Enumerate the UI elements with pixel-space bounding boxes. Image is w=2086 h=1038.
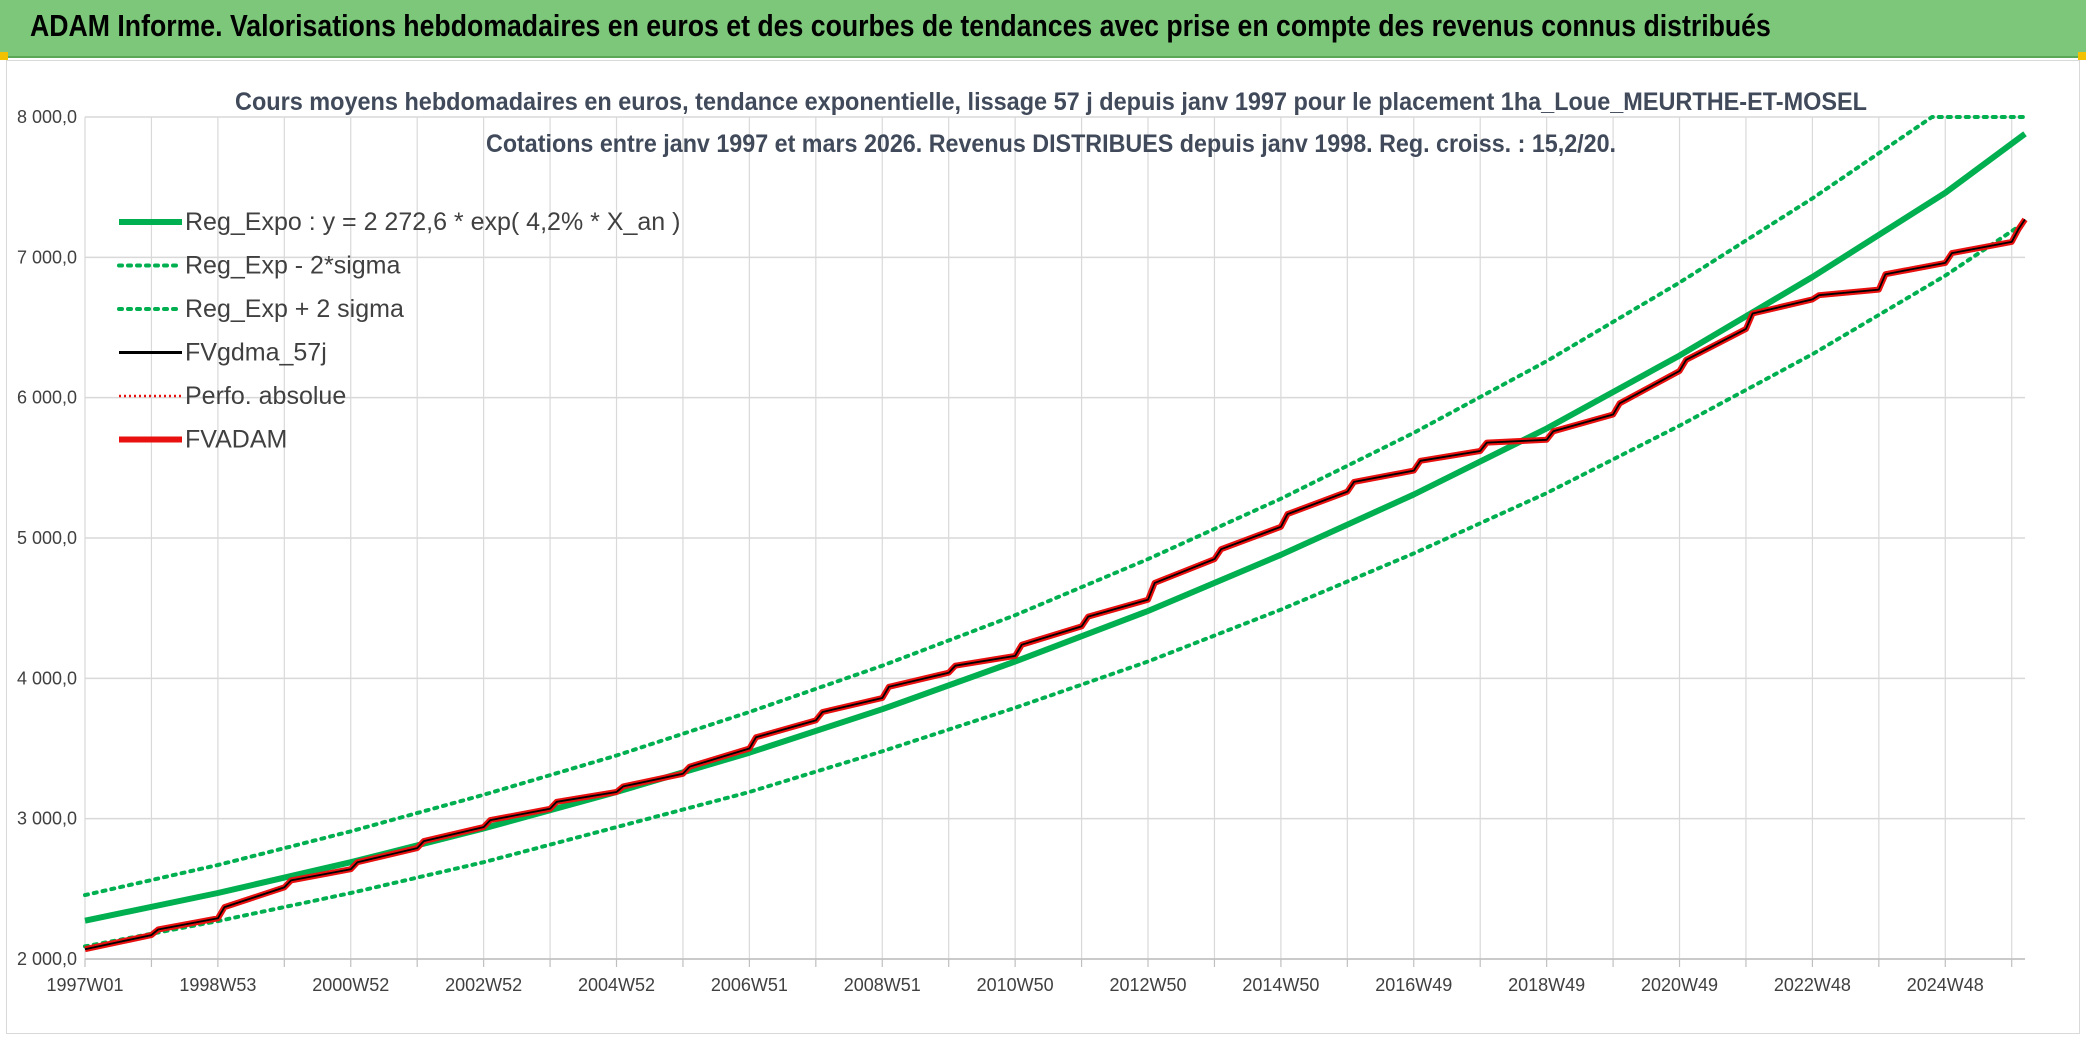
x-tick-label: 2006W51	[711, 975, 788, 995]
series-line-4	[84, 218, 2026, 951]
series-line-1	[83, 220, 2027, 949]
header-banner: ADAM Informe. Valorisations hebdomadaire…	[0, 0, 2086, 58]
x-tick-label: 2020W49	[1641, 975, 1718, 995]
chart-legend: Reg_Expo : y = 2 272,6 * exp( 4,2% * X_a…	[117, 208, 680, 454]
y-axis-labels: 2 000,0 3 000,0 4 000,0 5 000,0 6 000,0 7 000…	[17, 107, 77, 969]
x-tick-label: 1998W53	[179, 975, 256, 995]
legend-label: Reg_Exp - 2*sigma	[185, 252, 400, 280]
x-tick-label: 2004W52	[578, 975, 655, 995]
y-tick-label: 7 000,0	[17, 247, 77, 267]
x-tick-label: 2000W52	[312, 975, 389, 995]
legend-label: Perfo. absolue	[185, 382, 346, 410]
chart-frame: 2 000,0 3 000,0 4 000,0 5 000,0 6 000,0 7 000…	[6, 60, 2080, 1034]
chart-subtitle: Cotations entre janv 1997 et mars 2026. …	[486, 130, 1616, 158]
x-tick-label: 2022W48	[1774, 975, 1851, 995]
y-tick-label: 5 000,0	[17, 528, 77, 548]
chart-title: Cours moyens hebdomadaires en euros, ten…	[235, 88, 1867, 116]
x-tick-label: 2008W51	[844, 975, 921, 995]
page-title: ADAM Informe. Valorisations hebdomadaire…	[30, 8, 1771, 43]
series-line-2	[83, 115, 2027, 898]
x-tick-label: 2012W50	[1109, 975, 1186, 995]
y-tick-label: 4 000,0	[17, 668, 77, 688]
y-tick-label: 8 000,0	[17, 107, 77, 127]
legend-label: Reg_Exp + 2 sigma	[185, 295, 404, 323]
x-tick-label: 2024W48	[1907, 975, 1984, 995]
series-line-3	[84, 217, 2028, 953]
x-axis-labels: 1997W01 1998W53 2000W52 2002W52 2004W52 2006W…	[46, 975, 1983, 995]
x-tick-label: 2014W50	[1242, 975, 1319, 995]
y-tick-label: 6 000,0	[17, 388, 77, 408]
corner-marker-right	[2078, 52, 2086, 60]
chart-svg: 2 000,0 3 000,0 4 000,0 5 000,0 6 000,0 7 000…	[17, 88, 2028, 995]
chart-grid	[84, 116, 2025, 967]
legend-label: FVADAM	[185, 426, 287, 454]
y-tick-label: 3 000,0	[17, 809, 77, 829]
x-tick-label: 1997W01	[46, 975, 123, 995]
x-tick-label: 2016W49	[1375, 975, 1452, 995]
x-tick-label: 2010W50	[977, 975, 1054, 995]
legend-label: Reg_Expo : y = 2 272,6 * exp( 4,2% * X_a…	[185, 208, 680, 236]
chart-series	[83, 115, 2028, 953]
legend-label: FVgdma_57j	[185, 339, 327, 367]
x-tick-label: 2002W52	[445, 975, 522, 995]
y-tick-label: 2 000,0	[17, 949, 77, 969]
x-tick-label: 2018W49	[1508, 975, 1585, 995]
corner-marker-left	[0, 52, 8, 60]
